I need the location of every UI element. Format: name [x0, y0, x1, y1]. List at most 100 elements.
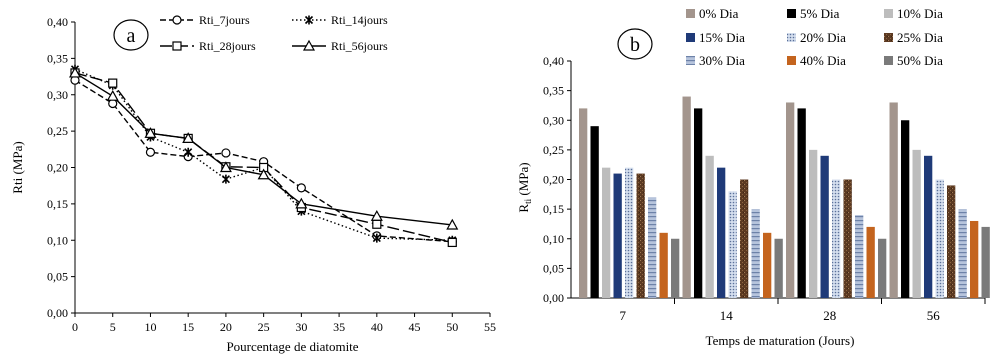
legend-swatch [884, 56, 893, 65]
bar [740, 179, 749, 298]
x-tick-label: 0 [72, 320, 78, 334]
y-tick-label: 0,20 [47, 161, 68, 175]
y-tick-label: 0,00 [47, 306, 68, 320]
bar [579, 108, 588, 299]
bar [671, 238, 680, 298]
bar [682, 96, 691, 298]
y-axis-label: Rti (MPa) [10, 141, 25, 193]
y-tick-label: 0,25 [47, 124, 68, 138]
panel-badge-label: b [630, 34, 640, 56]
bar [981, 226, 990, 298]
data-point [184, 147, 193, 157]
x-tick-label: 15 [182, 320, 194, 334]
y-tick-label: 0,40 [543, 54, 564, 68]
legend-swatch [686, 56, 695, 65]
legend-swatch [787, 9, 796, 18]
y-tick-label: 0,30 [47, 88, 68, 102]
y-axis-label-main: R [516, 204, 531, 213]
legend-swatch [884, 33, 893, 42]
legend-swatch [787, 33, 796, 42]
series-line [74, 72, 453, 226]
legend-swatch [686, 9, 695, 18]
bar [774, 238, 783, 298]
bar [832, 179, 841, 298]
data-point [221, 148, 231, 158]
bar [958, 209, 967, 298]
x-tick-label: 45 [409, 320, 421, 334]
x-tick-label: 20 [220, 320, 232, 334]
y-tick-label: 0,30 [543, 113, 564, 127]
legend-swatch [787, 56, 796, 65]
bar [613, 173, 622, 298]
bar [809, 149, 818, 298]
legend-marker [304, 15, 314, 25]
y-tick-label: 0,10 [543, 232, 564, 246]
legend-entry-label: 15% Dia [699, 30, 745, 45]
legend-entry-label: Rti_7jours [199, 13, 250, 27]
legend-entry-label: Rti_56jours [331, 39, 388, 53]
bar [728, 191, 737, 298]
x-tick-label: 10 [144, 320, 156, 334]
y-tick-label: 0,40 [47, 15, 68, 29]
x-tick-label: 25 [258, 320, 270, 334]
data-point [219, 161, 232, 173]
legend-marker [302, 39, 316, 51]
series-line [74, 68, 453, 241]
bar [705, 155, 714, 298]
category-label: 7 [620, 308, 627, 323]
data-point [106, 89, 119, 101]
data-point [295, 197, 308, 209]
x-axis-label: Temps de maturation (Jours) [706, 333, 855, 348]
category-label: 28 [823, 308, 836, 323]
panel-a-line-chart: 0,00 0,05 0,10 0,15 0,20 0,25 0,30 0,35 0,40 0 5 10… [10, 13, 496, 354]
bar [648, 197, 657, 298]
panel-b-bar-chart: 0,00 0,05 0,10 0,15 0,20 0,25 0,30 0,35 0,40 7 14 2… [516, 6, 990, 348]
bar [786, 102, 795, 298]
data-point [221, 174, 230, 184]
data-point [257, 168, 270, 180]
y-tick-label: 0,35 [543, 84, 564, 98]
legend-entry-label: 5% Dia [800, 6, 840, 21]
bar [843, 179, 852, 298]
bar [763, 232, 772, 298]
legend-entry-label: 40% Dia [800, 53, 846, 68]
legend-entry-label: Rti_28jours [199, 39, 256, 53]
legend-entry-label: 25% Dia [897, 30, 943, 45]
legend-entry-label: Rti_14jours [331, 13, 388, 27]
bar [924, 155, 933, 298]
x-tick-label: 35 [333, 320, 345, 334]
panel-badge [617, 28, 653, 60]
x-tick-label: 5 [110, 320, 116, 334]
y-tick-label: 0,15 [543, 202, 564, 216]
data-point [372, 219, 382, 229]
panel-badge [113, 19, 149, 51]
bar [855, 215, 864, 298]
bar [947, 185, 956, 298]
y-tick-label: 0,10 [47, 233, 68, 247]
data-point [372, 233, 381, 243]
y-tick-label: 0,20 [543, 173, 564, 187]
bar [694, 108, 703, 299]
legend-swatch [686, 33, 695, 42]
legend-entry-label: 50% Dia [897, 53, 943, 68]
bar [935, 179, 944, 298]
data-point [108, 78, 118, 88]
y-tick-label: 0,15 [47, 197, 68, 211]
bar [636, 173, 645, 298]
panel-badge-label: a [127, 25, 136, 47]
bar [659, 232, 668, 298]
category-label: 14 [720, 308, 734, 323]
bar [901, 120, 910, 298]
data-point [182, 132, 195, 143]
legend-entry-label: 10% Dia [897, 6, 943, 21]
bar [878, 238, 887, 298]
bar [970, 220, 979, 298]
y-tick-label: 0,00 [543, 291, 564, 305]
bar [590, 126, 599, 298]
x-tick-label: 40 [371, 320, 383, 334]
bar [889, 102, 898, 298]
y-tick-label: 0,05 [47, 270, 68, 284]
legend-entry-label: 0% Dia [699, 6, 739, 21]
x-axis-label: Pourcentage de diatomite [226, 339, 358, 354]
